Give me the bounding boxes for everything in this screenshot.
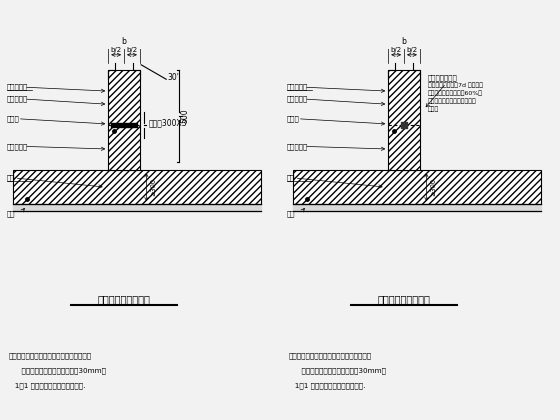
Text: 后浇混凝土: 后浇混凝土 — [7, 84, 28, 90]
Text: 1：1 水泥砂浆后反时浇灌混凝土.: 1：1 水泥砂浆后反时浇灌混凝土. — [288, 382, 366, 389]
Text: b/2: b/2 — [110, 47, 122, 53]
Text: 混凝土挡墙: 混凝土挡墙 — [7, 96, 28, 102]
Text: b/2: b/2 — [407, 47, 418, 53]
Text: b/2: b/2 — [127, 47, 138, 53]
Text: 后浇混凝土: 后浇混凝土 — [287, 84, 308, 90]
Text: b: b — [122, 37, 127, 46]
Text: 地下室外墙施工缝二: 地下室外墙施工缝二 — [377, 294, 431, 304]
Text: 施工缝: 施工缝 — [7, 116, 20, 122]
Text: 混凝土挡墙: 混凝土挡墙 — [287, 96, 308, 102]
Text: 垫层: 垫层 — [7, 210, 16, 217]
Text: 1：1 水泥砂浆后反时浇灌混凝土.: 1：1 水泥砂浆后反时浇灌混凝土. — [8, 382, 86, 389]
Text: 500: 500 — [180, 109, 189, 123]
Bar — [108, 70, 140, 170]
Text: b/2: b/2 — [390, 47, 402, 53]
Text: 垫层: 垫层 — [287, 210, 296, 217]
Text: 先浇混凝土: 先浇混凝土 — [287, 143, 308, 150]
Text: 不应大于最终膨胀率的60%，: 不应大于最终膨胀率的60%， — [428, 90, 483, 96]
Text: ≥300: ≥300 — [150, 178, 156, 196]
Text: 杂质清除，之后锚净浆，再铺30mm厚: 杂质清除，之后锚净浆，再铺30mm厚 — [288, 367, 386, 374]
Text: 杂质清除，之后锚净浆，再铺30mm厚: 杂质清除，之后锚净浆，再铺30mm厚 — [8, 367, 106, 374]
Text: 遇水膨胀止水条: 遇水膨胀止水条 — [428, 74, 458, 81]
Text: 底板: 底板 — [7, 175, 16, 181]
Text: 注：在后浇混凝土前应将施工缝表面浮浆和: 注：在后浇混凝土前应将施工缝表面浮浆和 — [8, 352, 91, 359]
Text: 施工缝: 施工缝 — [287, 116, 300, 122]
Text: ≥300: ≥300 — [430, 178, 436, 196]
Text: 地下室外墙施工缝一: 地下室外墙施工缝一 — [97, 294, 151, 304]
Text: 30': 30' — [167, 74, 179, 82]
Text: 其具有强涨性能，7d 的膨胀率: 其具有强涨性能，7d 的膨胀率 — [428, 83, 483, 88]
Bar — [388, 70, 420, 170]
Text: 表面。: 表面。 — [428, 106, 439, 112]
Bar — [293, 170, 541, 204]
Text: 钢板－300X3: 钢板－300X3 — [149, 118, 188, 127]
Text: 止水条应牢固地安装在施工缝: 止水条应牢固地安装在施工缝 — [428, 98, 477, 104]
Text: 注：在后浇混凝土前应将施工缝表面浮浆和: 注：在后浇混凝土前应将施工缝表面浮浆和 — [288, 352, 371, 359]
Text: b: b — [402, 37, 407, 46]
Text: 底板: 底板 — [287, 175, 296, 181]
Bar — [13, 170, 261, 204]
Text: 先浇混凝土: 先浇混凝土 — [7, 143, 28, 150]
